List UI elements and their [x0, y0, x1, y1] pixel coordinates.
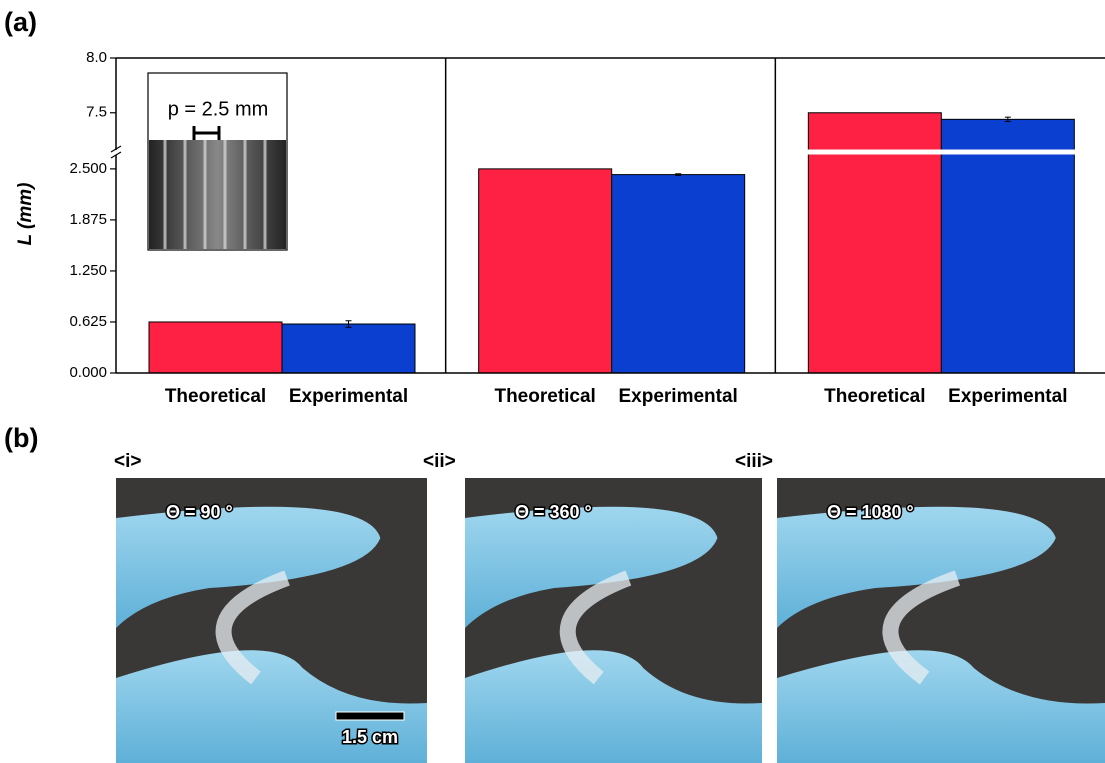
y-tick-label: 8.0 — [86, 49, 107, 66]
inset-label: p = 2.5 mm — [168, 98, 269, 120]
photo-label: <i> — [114, 451, 141, 472]
x-tick-label: Experimental — [289, 386, 408, 407]
angle-label: Θ = 360 ° — [515, 502, 592, 522]
scale-bar — [336, 712, 404, 720]
inset: p = 2.5 mm — [148, 73, 287, 250]
bar — [612, 175, 745, 373]
y-tick-label: 7.5 — [86, 104, 107, 121]
angle-label: Θ = 90 ° — [166, 502, 233, 522]
bar — [149, 322, 282, 373]
axis-break — [795, 150, 1105, 155]
panel-label: (a) — [4, 7, 37, 37]
x-tick-label: Experimental — [948, 386, 1067, 407]
bar — [282, 324, 415, 373]
angle-label: Θ = 1080 ° — [827, 502, 914, 522]
photos: <i> Θ = 90 ° <ii> Θ = 360 ° <iii> Θ = 1080 ° 1… — [114, 451, 1105, 763]
x-tick-label: Theoretical — [824, 386, 925, 407]
y-tick-label: 1.875 — [69, 211, 107, 228]
figure: (a) L (mm) p = 2.5 mm 0.000 0.625 1.250 1.8… — [0, 0, 1105, 763]
scale-bar-label: 1.5 cm — [342, 727, 398, 747]
y-tick-label: 0.000 — [69, 364, 107, 381]
x-tick-label: Experimental — [619, 386, 738, 407]
photo-label: <ii> — [423, 451, 456, 472]
x-tick-label: Theoretical — [494, 386, 595, 407]
bar — [941, 119, 1074, 373]
y-axis-label: L (mm) — [15, 183, 36, 246]
y-tick-label: 0.625 — [69, 313, 107, 330]
y-tick-label: 2.500 — [69, 160, 107, 177]
photo-label: <iii> — [735, 451, 773, 472]
panel-label: (b) — [4, 423, 38, 453]
bar — [479, 169, 612, 373]
x-tick-label: Theoretical — [165, 386, 266, 407]
y-tick-label: 1.250 — [69, 262, 107, 279]
